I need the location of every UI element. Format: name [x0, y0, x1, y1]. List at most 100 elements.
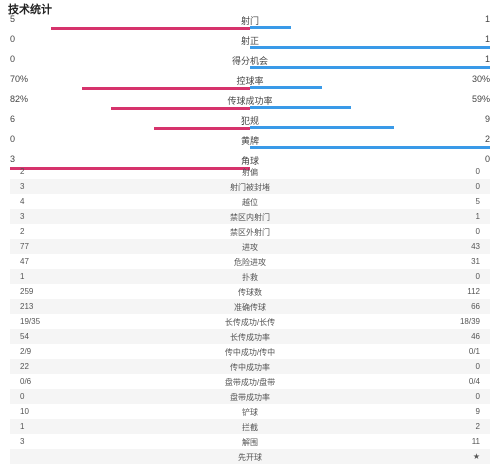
table-row: 4 越位 5	[10, 194, 490, 209]
table-row: 22 传中成功率 0	[10, 359, 490, 374]
bar-stat-row: 82% 传球成功率 59%	[0, 92, 500, 112]
stat-name: 解围	[242, 438, 258, 447]
away-value: ★	[472, 452, 480, 461]
home-value: 0	[10, 34, 16, 44]
stat-name: 射门	[240, 16, 259, 26]
table-row: 259 传球数 112	[10, 284, 490, 299]
table-row: 先开球 ★	[10, 449, 490, 464]
away-bar	[250, 126, 394, 129]
home-value: 77	[20, 242, 29, 251]
stat-name: 传中成功/传中	[224, 348, 276, 357]
away-value: 0	[475, 272, 480, 281]
stat-name: 射正	[240, 36, 259, 46]
table-row: 2 禁区外射门 0	[10, 224, 490, 239]
home-value: 3	[10, 154, 16, 164]
table-row: 0 盘带成功率 0	[10, 389, 490, 404]
table-row: 3 禁区内射门 1	[10, 209, 490, 224]
stat-name: 进攻	[242, 243, 258, 252]
stat-name: 危险进攻	[234, 258, 266, 267]
away-value: 9	[484, 114, 490, 124]
away-value: 18/39	[459, 317, 480, 326]
table-row: 0/6 盘带成功/盘带 0/4	[10, 374, 490, 389]
stat-name: 传球数	[238, 288, 262, 297]
home-value: 2	[20, 167, 25, 176]
home-value: 0	[20, 392, 25, 401]
stat-name: 扑救	[242, 273, 258, 282]
page-title: 技术统计	[8, 4, 52, 16]
bar-stat-row: 6 犯规 9	[0, 112, 500, 132]
bar-stat-row: 0 射正 1	[0, 32, 500, 52]
table-row: 54 长传成功率 46	[10, 329, 490, 344]
stat-name: 铲球	[242, 408, 258, 417]
away-bar	[250, 106, 351, 109]
home-value: 0/6	[20, 377, 32, 386]
home-value: 22	[20, 362, 29, 371]
table-row: 1 扑救 0	[10, 269, 490, 284]
home-value: 2/9	[20, 347, 32, 356]
away-value: 2	[484, 134, 490, 144]
stat-name: 禁区内射门	[230, 213, 270, 222]
home-bar	[110, 107, 250, 110]
table-row: 213 准确传球 66	[10, 299, 490, 314]
home-value: 70%	[10, 74, 29, 84]
away-value: 31	[471, 257, 480, 266]
stat-name: 盘带成功率	[230, 393, 270, 402]
away-value: 59%	[471, 94, 490, 104]
away-value: 43	[471, 242, 480, 251]
home-value: 10	[20, 407, 29, 416]
stat-name: 犯规	[240, 116, 259, 126]
home-bar	[82, 87, 250, 90]
stat-name: 先开球	[238, 453, 262, 462]
table-row: 3 射门被封堵 0	[10, 179, 490, 194]
table-row: 10 铲球 9	[10, 404, 490, 419]
stats-table: 2 射偏 0 3 射门被封堵 0 4 越位 5 3 禁区内射门 1 2 禁区外射门 0 77 进攻 43 47 危险进…	[10, 164, 490, 464]
away-value: 5	[475, 197, 480, 206]
away-value: 112	[467, 287, 480, 296]
away-value: 1	[484, 54, 490, 64]
away-bar	[250, 46, 490, 49]
table-row: 3 解围 11	[10, 434, 490, 449]
table-row: 2/9 传中成功/传中 0/1	[10, 344, 490, 359]
away-value: 0	[475, 392, 480, 401]
away-value: 2	[475, 422, 480, 431]
home-value: 2	[20, 227, 25, 236]
home-bar	[154, 127, 250, 130]
stat-name: 拦截	[242, 423, 258, 432]
away-value: 0	[475, 167, 480, 176]
home-value: 1	[20, 272, 25, 281]
home-value: 259	[20, 287, 34, 296]
bar-stat-row: 0 黄牌 2	[0, 132, 500, 152]
home-value: 47	[20, 257, 29, 266]
home-value: 3	[20, 212, 25, 221]
stat-name: 传中成功率	[230, 363, 270, 372]
away-value: 30%	[471, 74, 490, 84]
home-value: 3	[20, 182, 25, 191]
table-row: 47 危险进攻 31	[10, 254, 490, 269]
stat-name: 长传成功/长传	[224, 318, 276, 327]
home-bar	[50, 27, 250, 30]
away-value: 1	[484, 34, 490, 44]
away-value: 0	[484, 154, 490, 164]
stat-name: 射门被封堵	[230, 183, 270, 192]
bar-stat-row: 0 得分机会 1	[0, 52, 500, 72]
home-value: 4	[20, 197, 25, 206]
home-value: 1	[20, 422, 25, 431]
stat-name: 得分机会	[231, 56, 268, 66]
away-bar	[250, 66, 490, 69]
home-bar	[10, 167, 250, 170]
stat-name: 越位	[242, 198, 258, 207]
bar-stat-row: 5 射门 1	[0, 12, 500, 32]
away-value: 0/4	[468, 377, 480, 386]
away-value: 0	[475, 227, 480, 236]
away-value: 11	[471, 437, 480, 446]
away-value: 1	[475, 212, 480, 221]
home-value: 3	[20, 437, 25, 446]
home-value: 6	[10, 114, 16, 124]
away-value: 0/1	[468, 347, 480, 356]
away-value: 9	[475, 407, 480, 416]
away-value: 1	[484, 14, 490, 24]
bar-stat-row: 3 角球 0	[0, 152, 500, 172]
away-bar	[250, 146, 490, 149]
stat-name: 传球成功率	[227, 96, 273, 106]
table-row: 19/35 长传成功/长传 18/39	[10, 314, 490, 329]
